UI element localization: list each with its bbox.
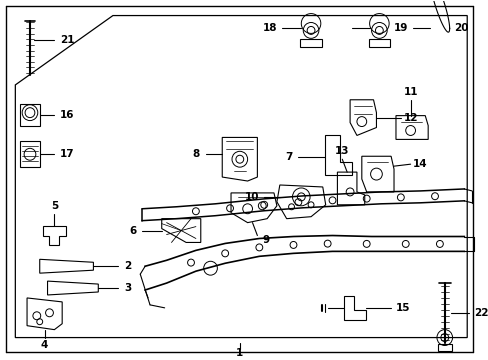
Text: 7: 7 bbox=[285, 152, 292, 162]
Text: 22: 22 bbox=[474, 308, 488, 318]
Text: 20: 20 bbox=[453, 23, 468, 33]
Text: 4: 4 bbox=[41, 341, 48, 351]
Text: 21: 21 bbox=[60, 35, 74, 45]
Bar bbox=[20, 141, 40, 167]
Text: 9: 9 bbox=[262, 235, 269, 246]
Text: 13: 13 bbox=[334, 146, 349, 156]
Text: 2: 2 bbox=[123, 261, 131, 271]
Text: 12: 12 bbox=[403, 113, 417, 123]
Text: 17: 17 bbox=[60, 149, 74, 159]
Text: 16: 16 bbox=[60, 110, 74, 120]
Bar bbox=[300, 39, 321, 47]
Text: 14: 14 bbox=[412, 159, 427, 169]
Text: 18: 18 bbox=[262, 23, 277, 33]
Text: 3: 3 bbox=[123, 283, 131, 293]
Text: 6: 6 bbox=[129, 226, 137, 235]
Text: 11: 11 bbox=[403, 87, 417, 97]
Bar bbox=[437, 343, 451, 351]
Bar bbox=[20, 104, 40, 126]
Text: 8: 8 bbox=[192, 149, 199, 159]
Bar bbox=[368, 39, 389, 47]
Text: 1: 1 bbox=[236, 348, 243, 359]
Text: 10: 10 bbox=[245, 192, 259, 202]
Text: 15: 15 bbox=[395, 303, 409, 313]
Text: 5: 5 bbox=[51, 201, 58, 211]
Text: 19: 19 bbox=[393, 23, 407, 33]
